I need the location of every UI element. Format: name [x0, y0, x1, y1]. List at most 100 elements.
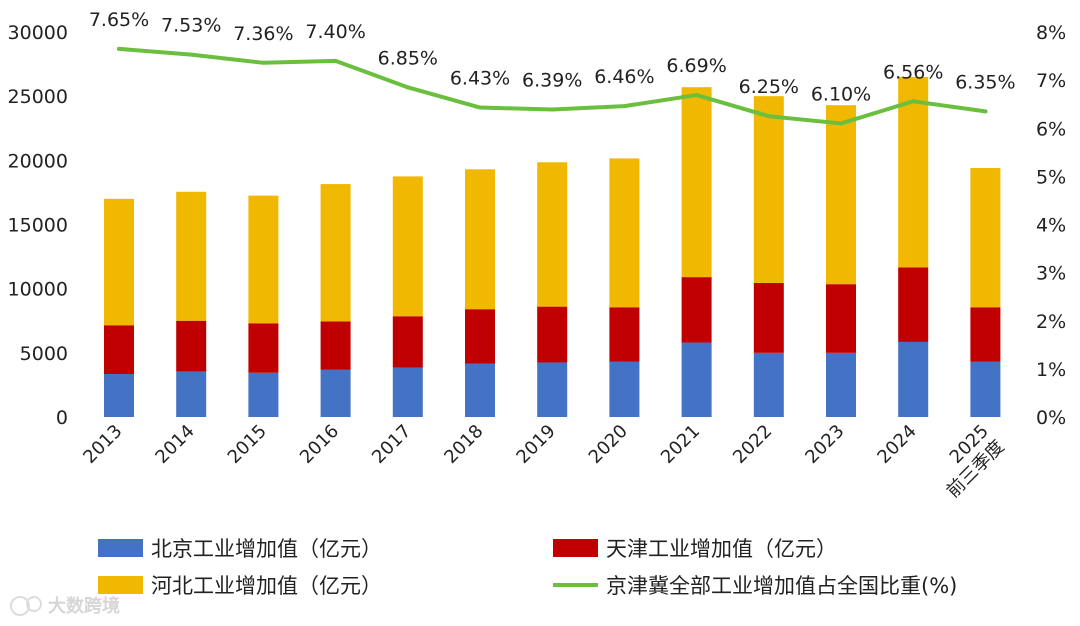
- share-point: [766, 114, 771, 119]
- x-tick-label: 2024: [873, 421, 920, 468]
- bar-s0-1: [176, 371, 207, 417]
- watermark-text: 大数跨境: [48, 595, 120, 617]
- legend-swatch-2: [98, 576, 143, 594]
- y-right-tick: 7%: [1036, 70, 1066, 92]
- y-right-tick: 4%: [1036, 215, 1066, 237]
- y-left-tick: 15000: [8, 215, 68, 237]
- share-data-label: 6.85%: [378, 47, 438, 69]
- bar-s2-5: [465, 169, 495, 310]
- bar-s1-1: [176, 320, 207, 372]
- y-left-tick: 30000: [8, 22, 68, 44]
- bar-s2-10: [826, 105, 856, 285]
- share-point: [117, 46, 121, 51]
- x-tick-label: 2023: [801, 421, 848, 468]
- x-tick-label: 2017: [368, 421, 415, 468]
- bar-s0-7: [609, 361, 640, 417]
- y-right-tick: 5%: [1036, 166, 1066, 188]
- y-axis-left: 0 5000 10000 15000 20000 25000 30000: [8, 22, 68, 429]
- bar-s2-9: [753, 96, 784, 283]
- bar-s2-11: [898, 76, 929, 268]
- x-tick-label: 2014: [151, 421, 198, 468]
- watermark-logo-icon: [26, 596, 42, 612]
- share-data-label: 7.53%: [161, 15, 221, 37]
- bar-s1-8: [681, 277, 712, 343]
- x-tick-label: 2021: [657, 421, 704, 468]
- x-tick-label: 2020: [585, 421, 632, 468]
- share-data-label: 7.40%: [305, 21, 365, 43]
- share-data-label: 6.10%: [811, 83, 871, 105]
- legend-swatch-1: [553, 539, 598, 557]
- x-axis: 2013 2014 2015 2016 2017 2018 2019 2020 2021 2022…: [79, 421, 1008, 502]
- bar-s1-9: [753, 282, 784, 353]
- legend: 北京工业增加值（亿元） 天津工业增加值（亿元） 河北工业增加值（亿元） 京津冀全部工业…: [98, 537, 957, 598]
- y-left-tick: 20000: [8, 150, 68, 172]
- watermark-logo-icon: [10, 596, 30, 616]
- bar-s0-11: [898, 341, 929, 417]
- bar-layer: [104, 76, 1001, 417]
- bar-s0-6: [537, 362, 568, 417]
- bar-s2-4: [392, 176, 423, 317]
- bar-s2-8: [681, 87, 712, 278]
- bar-s1-2: [248, 323, 279, 373]
- watermark: 大数跨境: [10, 595, 120, 617]
- bar-s2-7: [609, 158, 640, 308]
- y-left-tick: 25000: [8, 86, 68, 108]
- share-point: [478, 105, 482, 110]
- bar-s1-0: [104, 325, 134, 375]
- share-data-label: 6.35%: [955, 71, 1015, 93]
- y-right-tick: 3%: [1036, 263, 1066, 285]
- bar-s1-7: [609, 307, 640, 362]
- legend-label-0: 北京工业增加值（亿元）: [151, 537, 382, 561]
- bar-s2-0: [104, 198, 134, 326]
- y-right-tick: 6%: [1036, 118, 1066, 140]
- bar-s0-5: [465, 363, 495, 417]
- legend-label-3: 京津冀全部工业增加值占全国比重(%): [606, 574, 957, 598]
- share-point: [189, 52, 194, 57]
- bar-s0-9: [753, 352, 784, 417]
- share-point: [333, 58, 338, 63]
- share-point: [911, 99, 916, 104]
- share-point: [405, 85, 410, 90]
- x-tick-label: 2022: [729, 421, 776, 468]
- line-layer: 7.65% 7.53% 7.36% 7.40% 6.85% 6.43% 6.39% 6.46%…: [89, 9, 1016, 126]
- bar-s0-0: [104, 374, 134, 417]
- y-left-tick: 10000: [8, 279, 68, 301]
- bar-s2-3: [320, 184, 351, 322]
- share-data-label: 6.46%: [594, 66, 654, 88]
- bar-s0-12: [970, 361, 1001, 417]
- share-data-label: 7.65%: [89, 9, 149, 31]
- y-axis-right: 0% 1% 2% 3% 4% 5% 6% 7% 8%: [1036, 22, 1066, 429]
- x-tick-label: 2025前三季度: [927, 421, 1008, 502]
- bar-s1-12: [970, 307, 1001, 362]
- share-data-label: 6.25%: [739, 76, 799, 98]
- y-right-tick: 2%: [1036, 311, 1066, 333]
- y-right-tick: 0%: [1036, 407, 1066, 429]
- share-point: [983, 109, 988, 114]
- y-left-tick: 0: [56, 407, 68, 429]
- bar-s0-2: [248, 372, 279, 417]
- share-point: [550, 107, 555, 112]
- bar-s1-11: [898, 267, 929, 342]
- share-point: [261, 60, 266, 65]
- bar-s1-6: [537, 306, 568, 363]
- share-data-label: 7.36%: [233, 23, 293, 45]
- bar-s0-8: [681, 342, 712, 417]
- y-right-tick: 1%: [1036, 359, 1066, 381]
- bar-s0-4: [392, 367, 423, 417]
- bar-s2-12: [970, 168, 1001, 308]
- share-data-label: 6.56%: [883, 61, 943, 83]
- x-tick-label: 2013: [79, 421, 126, 468]
- bar-s1-4: [392, 316, 423, 368]
- bar-s1-3: [320, 321, 351, 370]
- x-tick-label: 2016: [296, 421, 343, 468]
- share-data-label: 6.69%: [666, 55, 726, 77]
- legend-label-2: 河北工业增加值（亿元）: [151, 574, 382, 598]
- x-tick-label: 2015: [224, 421, 271, 468]
- y-right-tick: 8%: [1036, 22, 1066, 44]
- bar-s2-2: [248, 195, 279, 324]
- bar-s1-10: [826, 284, 856, 353]
- share-point: [694, 93, 699, 98]
- bar-s2-6: [537, 162, 568, 307]
- share-point: [622, 104, 627, 109]
